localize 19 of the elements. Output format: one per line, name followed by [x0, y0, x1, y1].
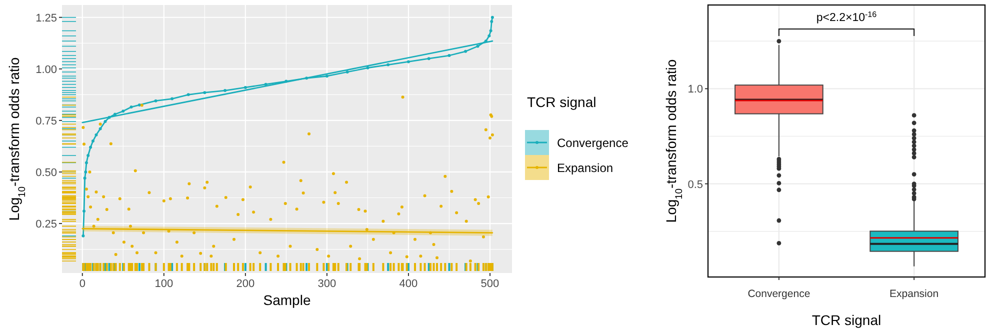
x-tick-label: 200	[236, 278, 255, 290]
annotation: p<2.2×10$^{-16}$	[816, 10, 878, 24]
y-tick-label: 0.75	[36, 115, 57, 128]
y-tick-label: 0.5	[688, 178, 703, 191]
x-tick-label: 400	[399, 278, 418, 290]
legend-title: TCR signal	[527, 94, 596, 110]
x-tick-label: 300	[318, 278, 336, 290]
x-tick-label: 100	[154, 278, 174, 290]
legend-label: Convergence	[557, 136, 629, 150]
x-axis-title: Sample	[263, 292, 311, 308]
legend-label: Expansion	[557, 161, 614, 175]
x-tick-label: 500	[480, 278, 500, 290]
x-tick-label: 0	[79, 278, 86, 290]
y-tick-label: 0.50	[36, 166, 57, 179]
y-tick-label: 1.25	[36, 12, 57, 24]
y-tick-label: 1.00	[36, 64, 57, 76]
y-tick-label: 0.25	[36, 218, 57, 231]
x-axis-title: TCR signal	[812, 312, 882, 328]
y-tick-label: 1.0	[688, 84, 703, 96]
